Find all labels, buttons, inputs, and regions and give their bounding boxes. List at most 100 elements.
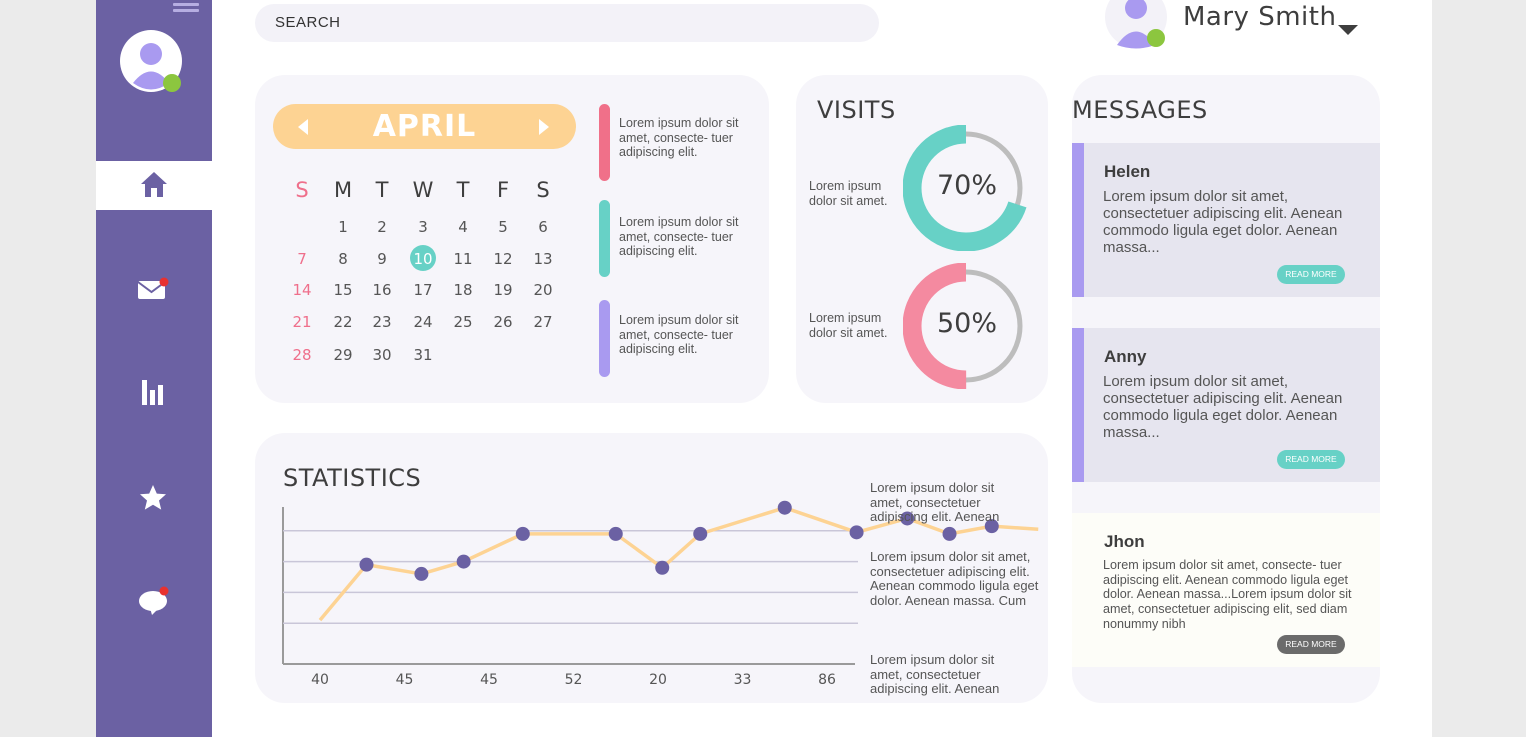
read-more-button[interactable]: READ MORE <box>1277 450 1345 469</box>
data-point <box>655 560 670 575</box>
calendar-day[interactable]: 3 <box>418 218 428 236</box>
calendar-day[interactable]: 10 <box>413 250 433 268</box>
calendar-day[interactable]: 25 <box>453 313 473 331</box>
sidebar-avatar[interactable] <box>120 30 184 94</box>
visit-label-2: Lorem ipsum dolor sit amet. <box>809 311 888 340</box>
calendar-day[interactable]: 24 <box>413 313 433 331</box>
sidebar-item-mail[interactable] <box>96 270 212 310</box>
weekday-label: W <box>412 178 434 202</box>
sidebar <box>96 0 212 737</box>
calendar-note: Lorem ipsum dolor sit amet, consecte- tu… <box>619 116 739 159</box>
data-point <box>777 500 792 515</box>
calendar-day[interactable]: 7 <box>297 250 307 268</box>
calendar-day[interactable]: 26 <box>493 313 513 331</box>
visits-donut-2 <box>903 263 1029 389</box>
menu-icon[interactable] <box>173 0 199 12</box>
calendar-day[interactable]: 19 <box>493 281 513 299</box>
message-body: Lorem ipsum dolor sit amet, consecte- tu… <box>1103 558 1352 631</box>
calendar-day[interactable]: 27 <box>533 313 553 331</box>
visit-label-1: Lorem ipsum dolor sit amet. <box>809 179 888 208</box>
sidebar-item-favorites[interactable] <box>96 478 212 518</box>
message-sender: Jhon <box>1104 532 1145 551</box>
prev-month-icon[interactable] <box>297 118 309 136</box>
statistics-note-2: Lorem ipsum dolor sit amet, consectetuer… <box>870 549 1039 608</box>
calendar-day[interactable]: 28 <box>292 346 312 364</box>
calendar-day[interactable]: 17 <box>413 281 433 299</box>
data-point <box>849 525 864 540</box>
x-tick-label: 33 <box>733 672 752 688</box>
calendar-day[interactable]: 9 <box>377 250 387 268</box>
visit-percent-1: 70% <box>936 170 997 201</box>
statistics-note-3: Lorem ipsum dolor sit amet, consectetuer… <box>870 652 1000 697</box>
data-point <box>693 526 708 541</box>
calendar-day[interactable]: 5 <box>498 218 508 236</box>
data-point <box>942 526 957 541</box>
message-body: Lorem ipsum dolor sit amet, consectetuer… <box>1103 188 1343 256</box>
calendar-day[interactable]: 18 <box>453 281 473 299</box>
calendar-day[interactable]: 14 <box>292 281 312 299</box>
calendar-day[interactable]: 8 <box>338 250 348 268</box>
weekday-label: F <box>496 178 510 202</box>
weekday-label: M <box>333 178 353 202</box>
message-item[interactable]: Jhon Lorem ipsum dolor sit amet, consect… <box>1072 513 1380 667</box>
message-body: Lorem ipsum dolor sit amet, consectetuer… <box>1103 373 1343 441</box>
calendar-day[interactable]: 13 <box>533 250 553 268</box>
star-icon <box>140 485 166 510</box>
calendar-day[interactable]: 23 <box>372 313 392 331</box>
user-name[interactable]: Mary Smith <box>1183 2 1337 32</box>
x-tick-label: 20 <box>649 672 667 688</box>
message-accent <box>1072 143 1084 297</box>
bar-chart-icon <box>142 380 163 405</box>
next-month-icon[interactable] <box>538 118 550 136</box>
messages-title: MESSAGES <box>1072 96 1208 124</box>
message-sender: Helen <box>1104 162 1151 181</box>
today-highlight <box>410 245 436 271</box>
weekday-label: T <box>456 178 470 202</box>
message-sender: Anny <box>1104 347 1147 366</box>
data-point <box>359 557 374 572</box>
calendar-day[interactable]: 4 <box>458 218 468 236</box>
data-point <box>414 566 429 581</box>
calendar-day[interactable]: 11 <box>453 250 473 268</box>
data-point <box>608 526 623 541</box>
x-tick-label: 40 <box>311 672 329 688</box>
user-avatar[interactable] <box>1105 0 1169 50</box>
calendar-day[interactable]: 20 <box>533 281 553 299</box>
calendar-day[interactable]: 29 <box>333 346 353 364</box>
read-more-button[interactable]: READ MORE <box>1277 635 1345 654</box>
weekday-label: S <box>295 178 309 202</box>
visits-title: VISITS <box>817 96 896 124</box>
x-tick-label: 45 <box>395 672 414 688</box>
visits-donut-1 <box>903 125 1029 251</box>
calendar-day[interactable]: 2 <box>377 218 387 236</box>
message-accent <box>1072 328 1084 482</box>
message-item[interactable]: Helen Lorem ipsum dolor sit amet, consec… <box>1072 143 1380 297</box>
calendar-note: Lorem ipsum dolor sit amet, consecte- tu… <box>619 215 739 258</box>
month-label: APRIL <box>372 109 477 144</box>
calendar-day[interactable]: 15 <box>333 281 353 299</box>
statistics-note-1: Lorem ipsum dolor sit amet, consectetuer… <box>870 480 1000 525</box>
home-icon <box>141 172 167 197</box>
chevron-down-icon[interactable] <box>1337 24 1359 36</box>
x-tick-label: 86 <box>818 672 836 688</box>
sidebar-item-chat[interactable] <box>96 582 212 622</box>
calendar-day[interactable]: 12 <box>493 250 513 268</box>
calendar-day[interactable]: 21 <box>292 313 312 331</box>
data-point <box>984 519 999 534</box>
statistics-title: STATISTICS <box>283 464 422 492</box>
data-point <box>515 526 530 541</box>
calendar-day[interactable]: 22 <box>333 313 353 331</box>
calendar-day[interactable]: 31 <box>413 346 433 364</box>
calendar-day[interactable]: 1 <box>338 218 348 236</box>
sidebar-item-statistics[interactable] <box>96 372 212 412</box>
read-more-button[interactable]: READ MORE <box>1277 265 1345 284</box>
calendar-day[interactable]: 30 <box>372 346 392 364</box>
search-input[interactable]: SEARCH <box>255 4 879 42</box>
message-item[interactable]: Anny Lorem ipsum dolor sit amet, consect… <box>1072 328 1380 482</box>
calendar-note: Lorem ipsum dolor sit amet, consecte- tu… <box>619 313 739 356</box>
weekday-label: S <box>536 178 550 202</box>
calendar-day[interactable]: 16 <box>372 281 392 299</box>
calendar-day[interactable]: 6 <box>538 218 548 236</box>
sidebar-item-home[interactable] <box>96 161 212 210</box>
